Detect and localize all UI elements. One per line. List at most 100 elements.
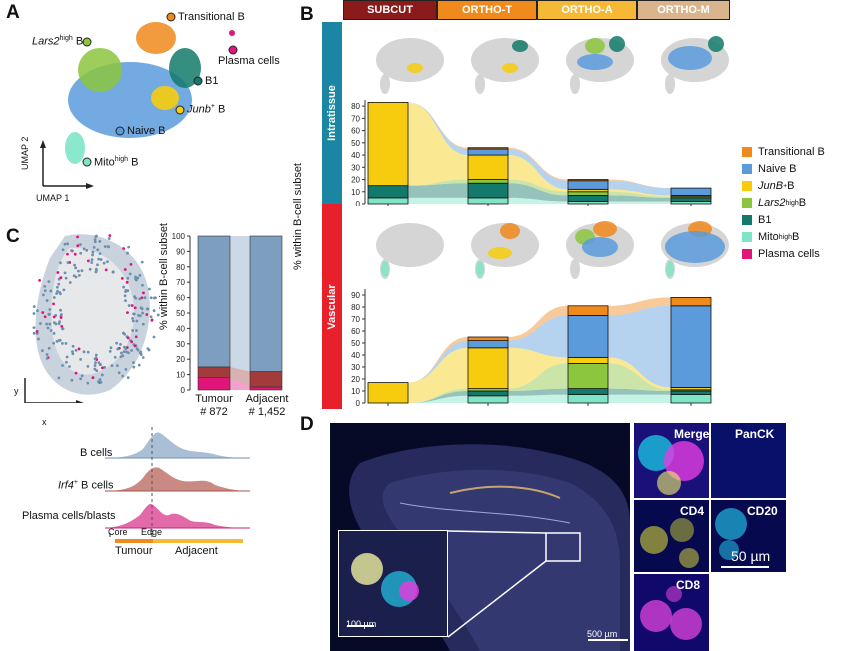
cell-dot [93, 238, 97, 241]
bar-segment [249, 371, 283, 388]
bar-segment [467, 147, 509, 150]
cell-dot [129, 263, 133, 266]
flow-band [608, 201, 671, 204]
cell-dot [61, 248, 65, 252]
cell-dot [137, 363, 141, 367]
cell-dot [150, 318, 154, 322]
cell-dot [125, 280, 129, 284]
mini-umap-highlight [502, 63, 518, 73]
cell-dot [68, 281, 72, 284]
label-panck: PanCK [735, 427, 775, 441]
flow-band [408, 391, 468, 403]
y-tick-label: 10 [176, 371, 185, 380]
cell-dot [66, 261, 70, 264]
cell-dot [120, 276, 124, 280]
cell-dot [147, 348, 151, 352]
y-tick-label: 90 [351, 291, 360, 300]
panel-cd20: CD20 50 µm [711, 500, 786, 572]
cell-dot [77, 273, 81, 277]
callout-transitional [166, 12, 176, 22]
flow-band [508, 394, 568, 403]
legend-item-junb: JunB + B [742, 180, 795, 192]
label-mito: Mitohigh B [94, 156, 139, 169]
cell-dot [57, 376, 61, 380]
cell-dot [96, 248, 100, 252]
tumour-bar [115, 539, 153, 543]
mini-umap-bg [380, 74, 390, 94]
flow-band [608, 180, 671, 196]
cell-dot [57, 282, 61, 286]
cell-dot [93, 367, 97, 371]
cell-dot [86, 259, 90, 263]
mini-umap-highlight [476, 261, 484, 277]
y-tick-label: 80 [176, 263, 185, 272]
cell-dot [100, 373, 104, 377]
cell-dot [94, 270, 98, 274]
cell-dot [99, 363, 102, 366]
cell-dot [113, 355, 117, 359]
cell-dot [94, 267, 98, 271]
bar-segment [467, 182, 509, 199]
flow-band [408, 340, 468, 383]
cell-dot [52, 321, 56, 325]
cell-dot [135, 329, 138, 332]
flow-bands [408, 297, 671, 403]
cell-dot [104, 268, 108, 272]
cell-dot [124, 289, 128, 292]
scale-inset-label: 100 µm [346, 619, 377, 629]
cell-dot [134, 278, 138, 282]
mini-umap-highlight [407, 63, 423, 73]
cell-dot [61, 327, 65, 331]
chart-intratissue: 0 10 20 30 40 50 60 70 80 [351, 100, 712, 206]
bar-segment [197, 377, 231, 391]
cell-dot [70, 378, 74, 382]
flow-band [408, 347, 468, 403]
cell-dot [64, 360, 68, 364]
cell-dot [110, 364, 114, 368]
cell-dot [115, 341, 119, 345]
y-tick-label: 80 [351, 102, 360, 111]
legend-item-transitional: Transitional B [742, 146, 825, 158]
y-tick-label: 80 [351, 303, 360, 312]
cell-dot [90, 261, 94, 264]
y-tick-label: 70 [176, 278, 185, 287]
cell-dot [85, 248, 89, 252]
cell-dot [43, 289, 47, 293]
cell-dot [141, 356, 145, 359]
adjacent-bar [153, 539, 243, 543]
cell-dot [36, 309, 39, 313]
cell-dot [99, 380, 103, 384]
cell-dot [45, 356, 49, 360]
legend-swatch [742, 198, 752, 208]
cell-dot [123, 332, 127, 336]
cell-dot [74, 371, 78, 375]
cell-dot [140, 307, 144, 311]
cell-dot [58, 292, 62, 296]
cell-dot [56, 285, 59, 289]
cell-dot [48, 308, 52, 311]
cell-dot [124, 347, 127, 351]
bar-segment [467, 340, 509, 349]
cell-dot [138, 273, 142, 277]
cell-dot [35, 329, 39, 333]
mini-umap-bg [376, 223, 444, 267]
label-b1: B1 [205, 75, 219, 87]
cell-dot [74, 348, 78, 352]
panel-panck: PanCK [711, 423, 786, 498]
bar-segment [567, 363, 609, 390]
mini-umap-highlight [665, 231, 725, 263]
mini-umaps-intratissue [376, 36, 729, 94]
label-naive: Naive B [127, 125, 166, 137]
cell-dot [141, 322, 145, 326]
cell-dot [98, 240, 102, 243]
flow-band [408, 179, 468, 186]
legend-swatch [742, 215, 752, 225]
zoom-box [545, 532, 581, 562]
cell-dot [82, 350, 86, 354]
bar-segment [467, 390, 509, 397]
cell-dot [79, 357, 83, 361]
cell-dot [111, 270, 115, 274]
cell-dot [103, 245, 107, 248]
cell-dot [95, 369, 99, 373]
label-core: Core [108, 527, 128, 537]
